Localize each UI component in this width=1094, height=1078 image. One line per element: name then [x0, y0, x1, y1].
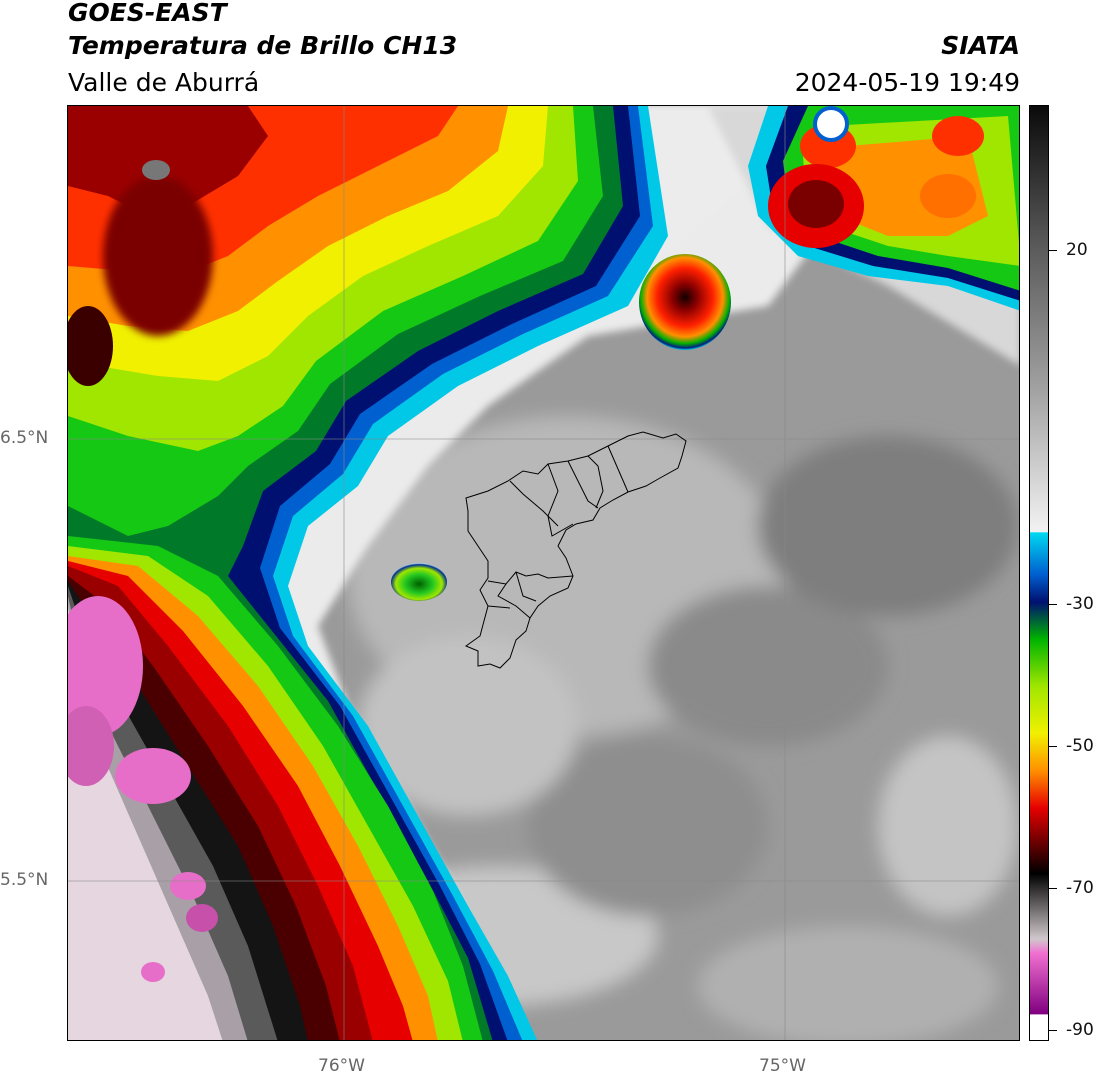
cb-tick-20	[1049, 250, 1057, 251]
northeast-convective-system	[748, 106, 1019, 311]
colorbar-label-minus90: -90	[1066, 1020, 1094, 1040]
cb-tick-minus50	[1049, 746, 1057, 747]
colorbar-label-minus50: -50	[1066, 736, 1094, 756]
small-storm-cell	[391, 563, 447, 601]
cb-tick-minus90	[1049, 1030, 1057, 1031]
map-canvas	[68, 106, 1019, 1040]
isolated-storm-cell	[639, 254, 731, 350]
colorbar-label-minus70: -70	[1066, 878, 1094, 898]
colorbar-label-minus30: -30	[1066, 594, 1094, 614]
product-title: Temperatura de Brillo CH13	[68, 31, 458, 60]
brightness-temperature-map[interactable]	[67, 105, 1020, 1041]
graticule	[68, 106, 1019, 1040]
lon-tick-76W: 76°W	[318, 1056, 365, 1076]
region-title: Valle de Aburrá	[68, 68, 260, 97]
colorbar-label-20: 20	[1066, 240, 1088, 260]
satellite-title: GOES-EAST	[68, 0, 227, 27]
datetime-label: 2024-05-19 19:49	[794, 68, 1020, 97]
colorbar-ramp	[1030, 106, 1048, 1040]
coldest-tops	[68, 596, 143, 736]
cb-tick-minus30	[1049, 604, 1057, 605]
cb-tick-minus70	[1049, 888, 1057, 889]
municipal-boundaries	[464, 431, 687, 669]
lat-tick-6.5N: 6.5°N	[0, 428, 49, 448]
lon-tick-75W: 75°W	[759, 1056, 806, 1076]
lat-tick-5.5N: 5.5°N	[0, 870, 49, 890]
colorbar	[1029, 105, 1049, 1041]
agency-label: SIATA	[941, 31, 1020, 60]
west-convective-system	[68, 106, 668, 1040]
